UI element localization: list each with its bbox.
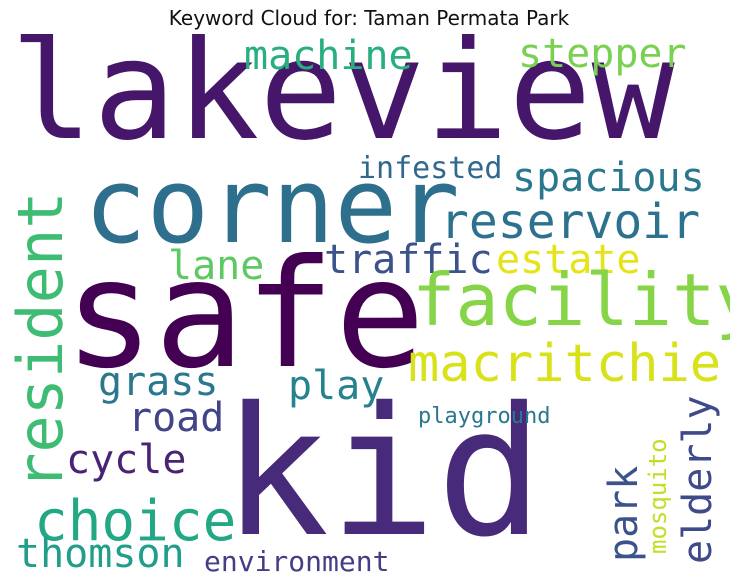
word-play: play <box>288 363 385 409</box>
word-cloud-canvas: lakeview corner safe kid resident machin… <box>8 34 730 576</box>
word-estate: estate <box>496 237 641 283</box>
word-playground: playground <box>418 404 551 429</box>
word-macritchie: macritchie <box>408 334 722 394</box>
word-corner: corner <box>84 145 460 267</box>
word-kid: kid <box>222 369 544 576</box>
word-resident: resident <box>8 191 77 490</box>
word-elderly: elderly <box>675 395 721 564</box>
word-mosquito: mosquito <box>644 438 672 554</box>
word-facility: facility <box>412 258 730 342</box>
word-park: park <box>601 465 647 562</box>
word-safe: safe <box>64 228 426 402</box>
word-thomson: thomson <box>16 531 185 576</box>
word-stepper: stepper <box>518 34 687 77</box>
word-road: road <box>128 395 225 441</box>
word-traffic: traffic <box>324 237 493 283</box>
word-environment: environment <box>204 545 390 576</box>
figure-title: Keyword Cloud for: Taman Permata Park <box>168 6 570 30</box>
word-machine: machine <box>244 34 413 79</box>
word-grass: grass <box>98 359 219 405</box>
word-cycle: cycle <box>66 437 187 483</box>
word-lakeview: lakeview <box>10 34 675 171</box>
word-infested: infested <box>358 151 503 186</box>
word-choice: choice <box>34 489 237 554</box>
word-reservoir: reservoir <box>440 194 701 250</box>
word-spacious: spacious <box>512 155 705 201</box>
word-lane: lane <box>168 243 265 289</box>
